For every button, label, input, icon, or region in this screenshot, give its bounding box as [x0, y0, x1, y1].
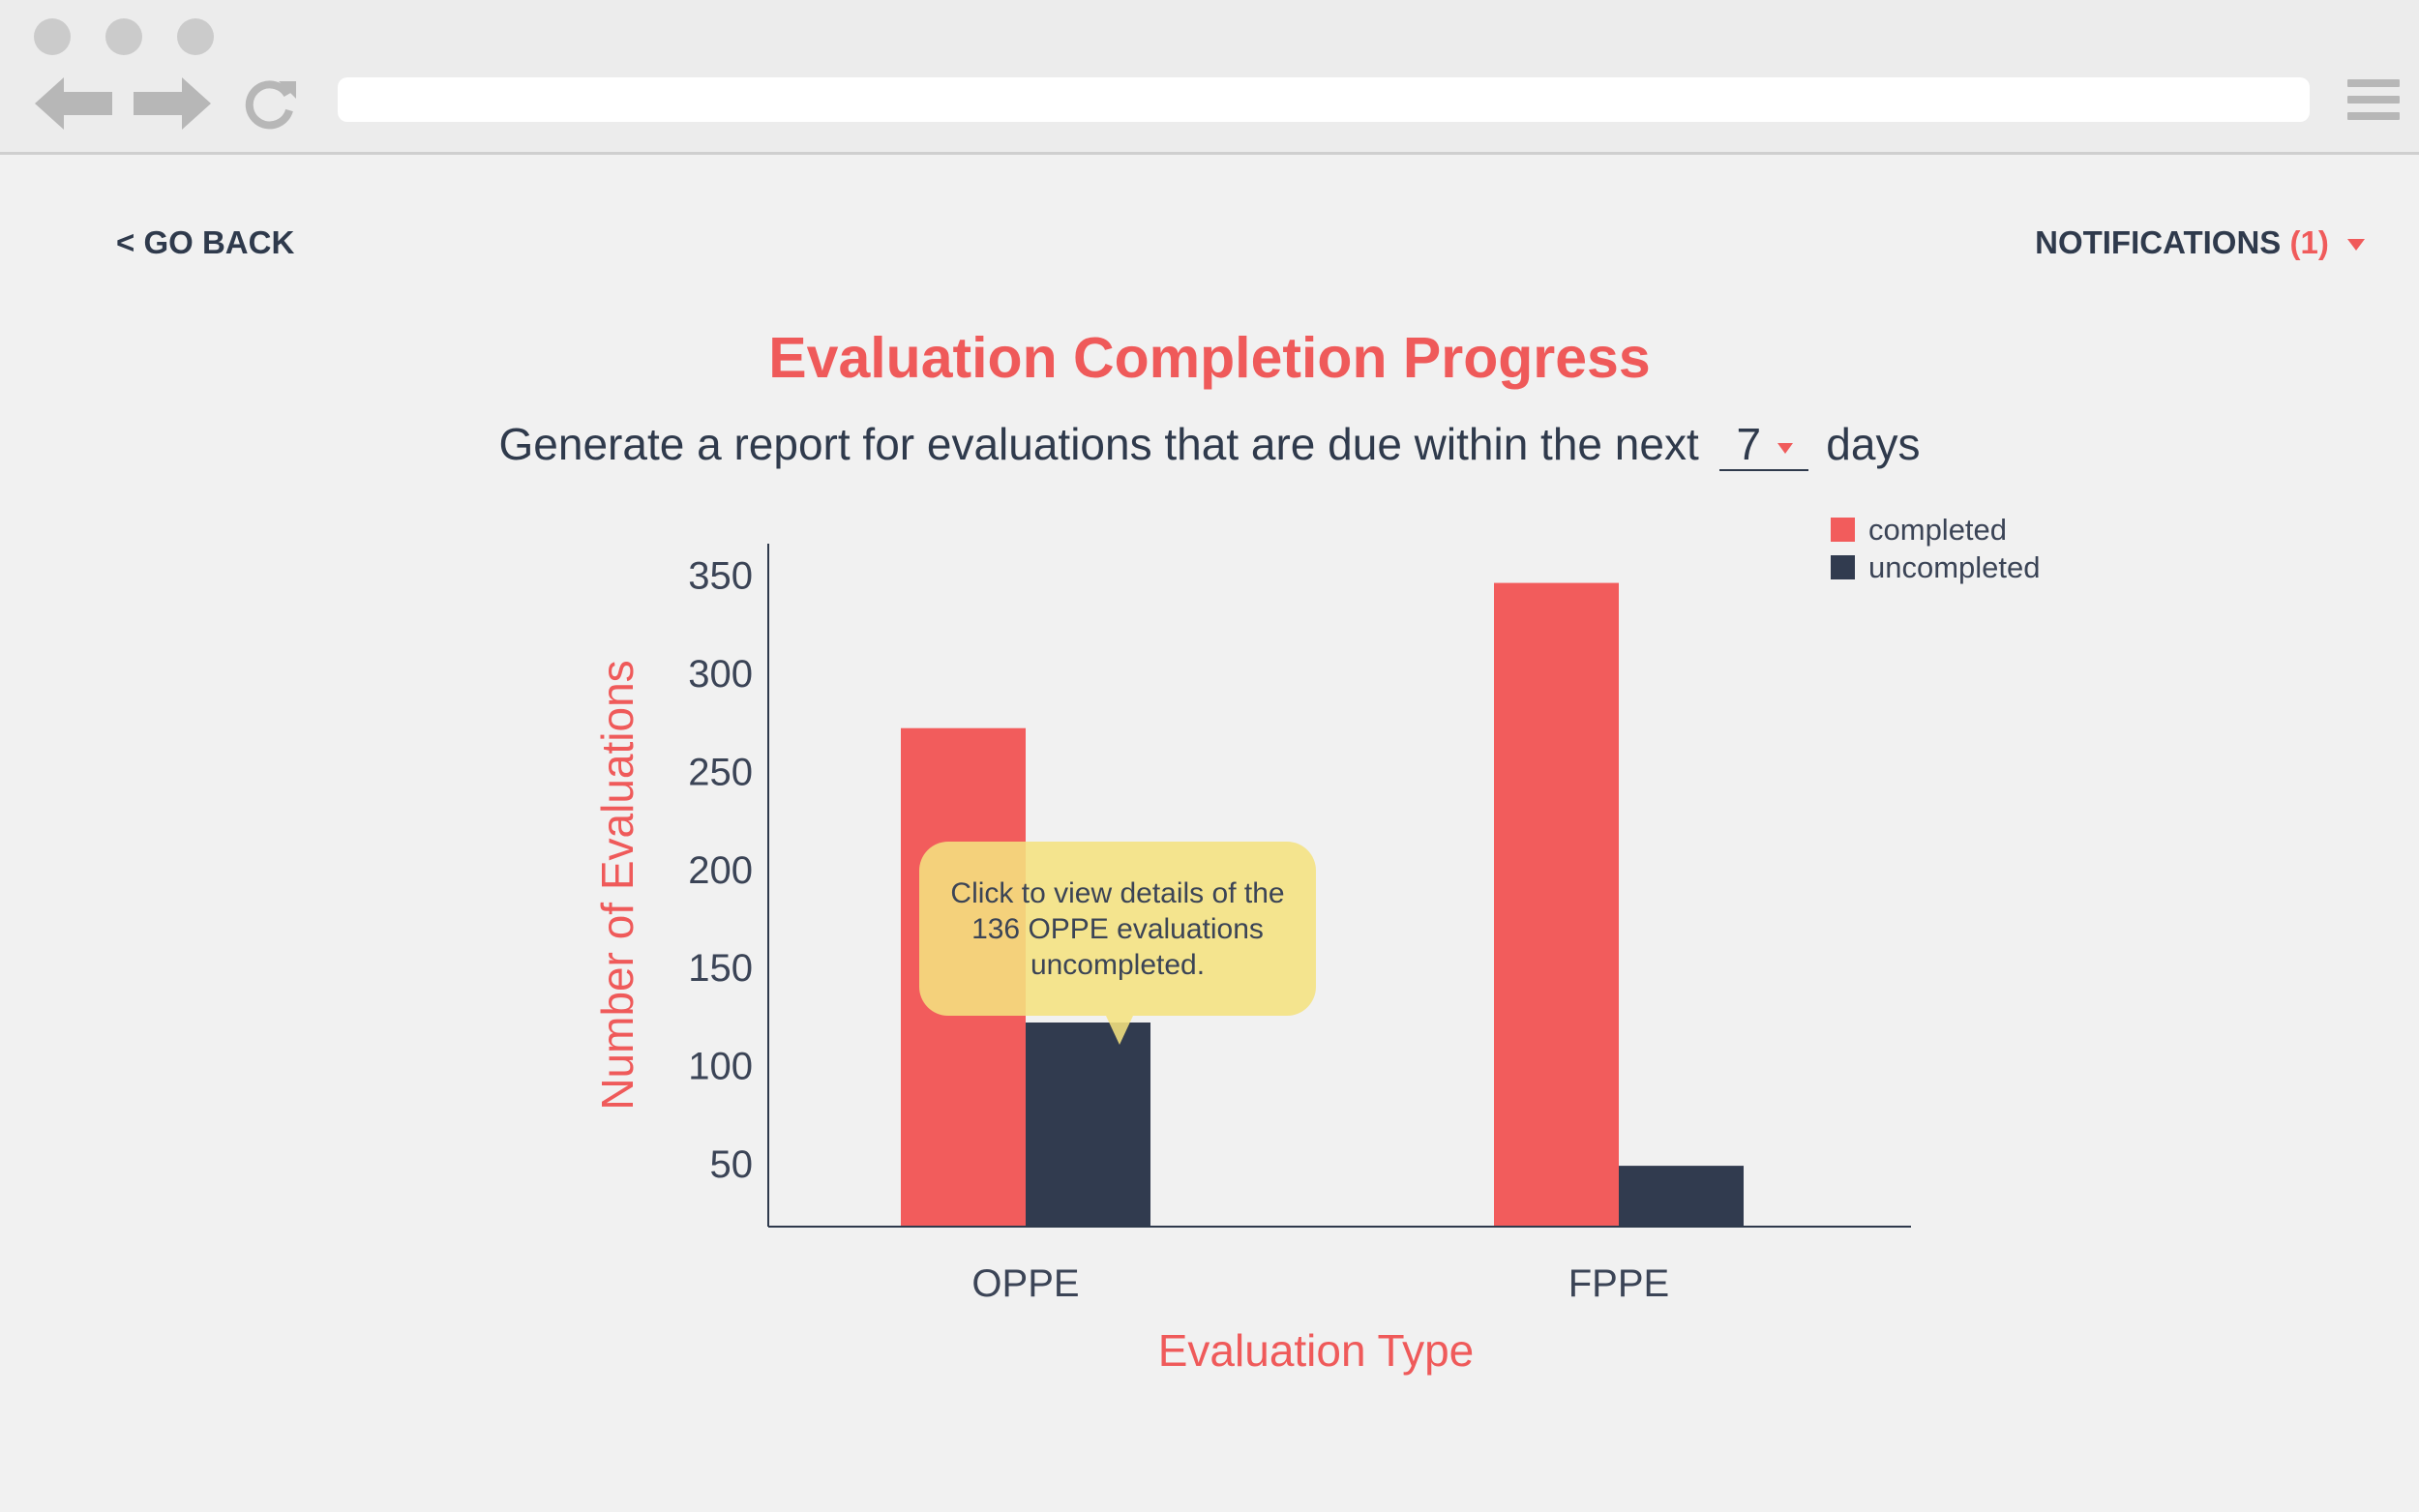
address-bar[interactable]: [338, 77, 2310, 122]
notifications-count: (1): [2289, 224, 2329, 260]
days-select[interactable]: 7: [1718, 419, 1808, 471]
legend-item-uncompleted: uncompleted: [1831, 548, 2041, 586]
bar-fppe-uncompleted[interactable]: [1619, 1166, 1744, 1227]
days-value: 7: [1736, 419, 1762, 469]
subtitle-prefix: Generate a report for evaluations that a…: [498, 419, 1699, 469]
y-tick-label: 50: [710, 1143, 754, 1186]
legend-swatch-uncompleted: [1831, 555, 1855, 579]
chevron-down-icon: [1777, 443, 1793, 454]
notifications-label: NOTIFICATIONS: [2035, 224, 2282, 260]
report-sentence: Generate a report for evaluations that a…: [0, 418, 2419, 471]
x-tick-label: FPPE: [1568, 1262, 1669, 1305]
x-axis-label: Evaluation Type: [1158, 1325, 1475, 1376]
back-arrow-icon[interactable]: [35, 77, 114, 130]
subtitle-suffix: days: [1826, 419, 1921, 469]
browser-chrome: [0, 0, 2419, 155]
bar-fppe-completed[interactable]: [1494, 582, 1619, 1227]
window-minimize-dot[interactable]: [105, 18, 142, 55]
bar-oppe-uncompleted[interactable]: [1026, 1023, 1150, 1227]
notifications-dropdown[interactable]: NOTIFICATIONS (1): [2035, 224, 2365, 261]
tooltip-text: Click to view details of the 136 OPPE ev…: [950, 876, 1285, 981]
y-tick-label: 150: [688, 947, 753, 990]
x-tick-label: OPPE: [971, 1262, 1079, 1305]
chart-legend: completed uncompleted: [1831, 511, 2041, 586]
y-tick-label: 300: [688, 653, 753, 696]
y-tick-label: 200: [688, 849, 753, 892]
oppe-uncompleted-tooltip[interactable]: Click to view details of the 136 OPPE ev…: [919, 842, 1316, 1045]
chevron-down-icon: [2347, 239, 2365, 252]
window-maximize-dot[interactable]: [177, 18, 214, 55]
go-back-link[interactable]: < GO BACK: [116, 224, 295, 260]
forward-arrow-icon[interactable]: [132, 77, 211, 130]
y-tick-label: 250: [688, 751, 753, 793]
y-tick-label: 350: [688, 554, 753, 597]
legend-swatch-completed: [1831, 518, 1855, 542]
y-tick-label: 100: [688, 1046, 753, 1088]
legend-item-completed: completed: [1831, 511, 2041, 548]
page-title: Evaluation Completion Progress: [768, 326, 1651, 390]
legend-label-completed: completed: [1868, 512, 2008, 547]
reload-icon[interactable]: [242, 75, 298, 130]
hamburger-menu-icon[interactable]: [2347, 79, 2400, 124]
y-axis-label: Number of Evaluations: [592, 660, 642, 1110]
legend-label-uncompleted: uncompleted: [1868, 549, 2041, 584]
window-close-dot[interactable]: [34, 18, 71, 55]
